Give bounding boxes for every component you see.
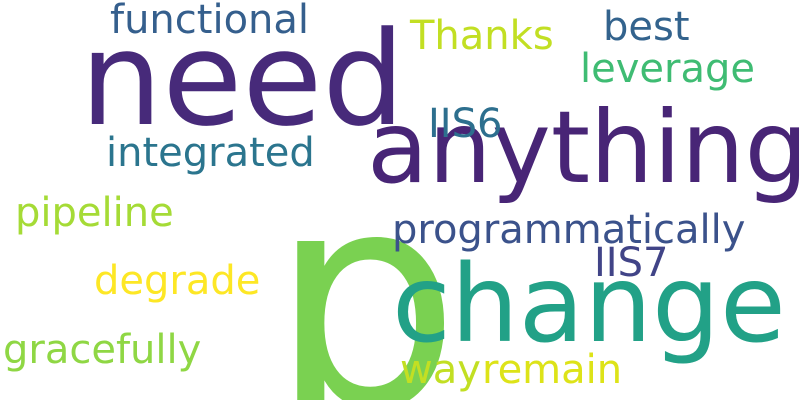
word-change: change bbox=[392, 243, 786, 367]
word-functional: functional bbox=[110, 0, 310, 43]
word-remain: remain bbox=[482, 347, 623, 393]
word-degrade: degrade bbox=[94, 258, 261, 304]
word-thanks: Thanks bbox=[410, 13, 554, 59]
word-pipeline: pipeline bbox=[15, 190, 174, 236]
word-best: best bbox=[603, 4, 690, 50]
word-p: p bbox=[270, 127, 461, 400]
word-integrated: integrated bbox=[106, 130, 315, 176]
word-gracefully: gracefully bbox=[3, 327, 202, 373]
word-leverage: leverage bbox=[580, 46, 755, 92]
word-need: need bbox=[80, 3, 405, 155]
word-iis7: IIS7 bbox=[594, 240, 669, 286]
word-anything: anything bbox=[367, 89, 800, 206]
word-iis6: IIS6 bbox=[428, 101, 503, 147]
word-way: way bbox=[400, 347, 481, 393]
word-programmatically: programmatically bbox=[392, 207, 746, 253]
